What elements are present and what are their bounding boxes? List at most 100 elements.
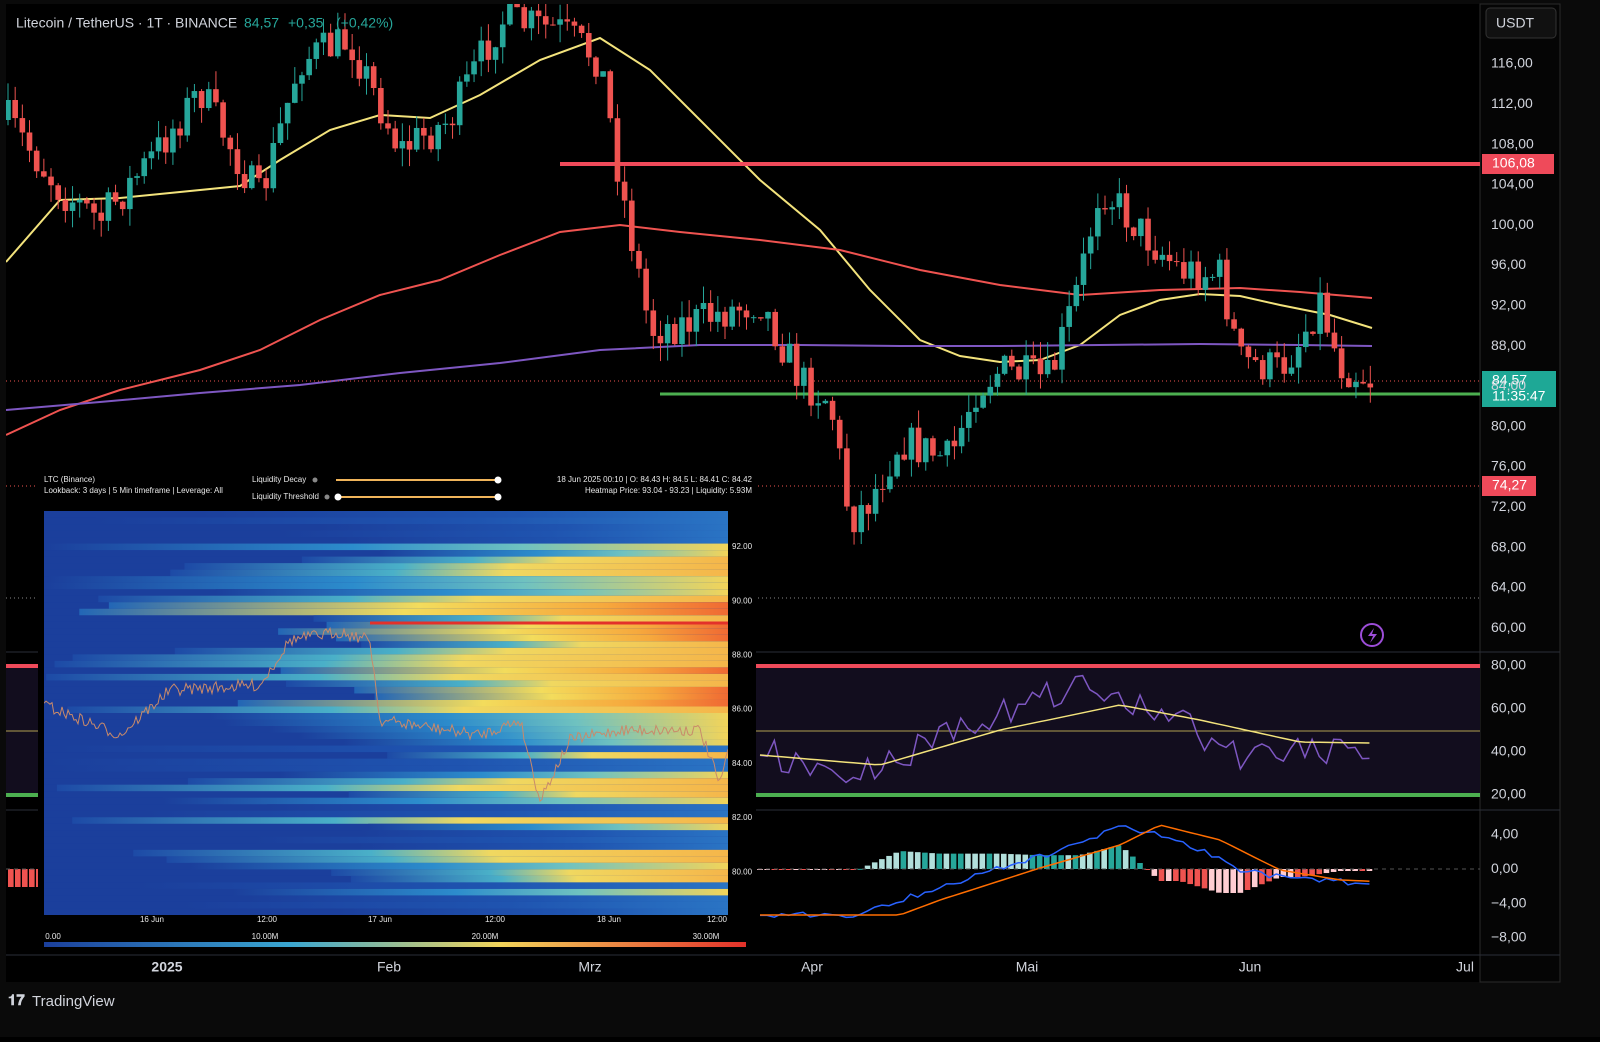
- heatmap-inset: LTC (Binance) Lookback: 3 days | 5 Min t…: [38, 472, 756, 952]
- slider-knob[interactable]: [494, 493, 502, 501]
- hm-y-label: 92.00: [732, 542, 753, 551]
- heatmap-row: [46, 673, 728, 681]
- macd-axis-label: 4,00: [1491, 826, 1518, 842]
- candle: [743, 310, 750, 318]
- price-axis-label: 112,00: [1491, 95, 1533, 111]
- slider-knob[interactable]: [494, 476, 502, 484]
- macd-axis-label: −4,00: [1491, 894, 1527, 910]
- heatmap: [44, 511, 728, 915]
- candle: [55, 185, 61, 200]
- candle: [406, 141, 413, 150]
- candle: [241, 174, 248, 189]
- candle: [1123, 193, 1130, 228]
- candle: [1159, 254, 1166, 260]
- candle: [1066, 306, 1072, 327]
- macd-bar: [893, 852, 900, 869]
- price-axis-label: 100,00: [1491, 216, 1534, 232]
- candle: [1138, 218, 1144, 237]
- candle: [1016, 366, 1022, 380]
- macd-bar: [1352, 869, 1358, 871]
- macd-bar: [857, 868, 864, 870]
- candle: [220, 102, 226, 138]
- heatmap-row: [350, 875, 728, 883]
- candle: [980, 395, 986, 408]
- heatmap-row: [368, 823, 728, 831]
- price-axis-label: 80,00: [1491, 417, 1526, 433]
- candle: [170, 128, 176, 153]
- heatmap-row: [56, 784, 728, 792]
- rsi-axis-label: 40,00: [1491, 743, 1526, 759]
- candle: [1288, 367, 1295, 374]
- macd-bar: [957, 853, 964, 869]
- macd-bar: [807, 869, 813, 870]
- macd-bar: [1144, 869, 1150, 870]
- hm-x-label: 12:00: [485, 915, 506, 924]
- macd-bar: [8, 869, 14, 887]
- heatmap-row: [166, 856, 728, 864]
- currency-button[interactable]: [1485, 7, 1557, 39]
- heatmap-price: [44, 626, 728, 802]
- candle: [700, 303, 707, 310]
- heatmap-row: [268, 726, 728, 734]
- candle: [973, 407, 979, 412]
- candle: [478, 40, 485, 62]
- macd-bar: [15, 869, 21, 887]
- macd-bar: [936, 853, 943, 869]
- heatmap-row: [338, 908, 728, 915]
- macd-axis-label: 0,00: [1491, 860, 1518, 876]
- candle: [922, 438, 929, 463]
- currency[interactable]: USDT: [1496, 15, 1535, 31]
- ma-long: [6, 342, 1373, 411]
- header-change-pct: (+0,42%): [336, 15, 393, 31]
- candle: [213, 89, 219, 103]
- candle: [772, 311, 778, 347]
- candle: [1310, 331, 1316, 334]
- candle: [550, 24, 556, 26]
- macd-bar: [1287, 869, 1294, 877]
- last-price: 84,57: [1492, 372, 1527, 388]
- price-axis-label: 72,00: [1491, 498, 1526, 514]
- ma-slow: [6, 223, 1373, 436]
- countdown: 11:35:47: [1492, 388, 1546, 404]
- macd-bar: [1122, 850, 1129, 869]
- candle: [48, 176, 54, 186]
- candle: [937, 455, 943, 457]
- heatmap-row: [163, 797, 728, 805]
- candle: [299, 75, 305, 84]
- macd-bar: [1302, 869, 1308, 877]
- hm-scale-label: 0.00: [45, 932, 61, 941]
- macd-bar: [950, 853, 957, 869]
- candle: [1130, 227, 1137, 237]
- macd-bar: [900, 851, 907, 869]
- candle: [356, 60, 363, 79]
- macd-line: [760, 825, 1370, 919]
- heatmap-row: [72, 817, 728, 825]
- heatmap-row: [301, 556, 728, 564]
- heatmap-row: [278, 628, 728, 636]
- macd-bar: [929, 853, 935, 869]
- macd-bar: [864, 865, 871, 869]
- rsi-ma: [759, 704, 1370, 766]
- heatmap-row: [336, 634, 728, 642]
- candle: [571, 21, 578, 26]
- macd-bar: [800, 869, 806, 870]
- brand[interactable]: TradingView: [32, 993, 115, 1010]
- candle: [1087, 236, 1094, 254]
- macd-bar: [1187, 869, 1193, 885]
- heatmap-row: [190, 862, 728, 870]
- candle: [1181, 262, 1187, 279]
- candle: [1216, 259, 1223, 277]
- alert-icon[interactable]: [1360, 623, 1384, 647]
- hm-y-label: 80.00: [732, 867, 753, 876]
- heatmap-row: [281, 530, 728, 538]
- macd-bar: [1036, 855, 1043, 869]
- candle: [1367, 383, 1374, 388]
- candle: [256, 165, 262, 179]
- macd-bar: [22, 869, 28, 887]
- hm-y-label: 84.00: [732, 759, 753, 768]
- macd-bar: [29, 869, 35, 887]
- heatmap-row: [387, 752, 728, 760]
- slider-knob[interactable]: [334, 493, 342, 501]
- heatmap-row: [279, 771, 728, 779]
